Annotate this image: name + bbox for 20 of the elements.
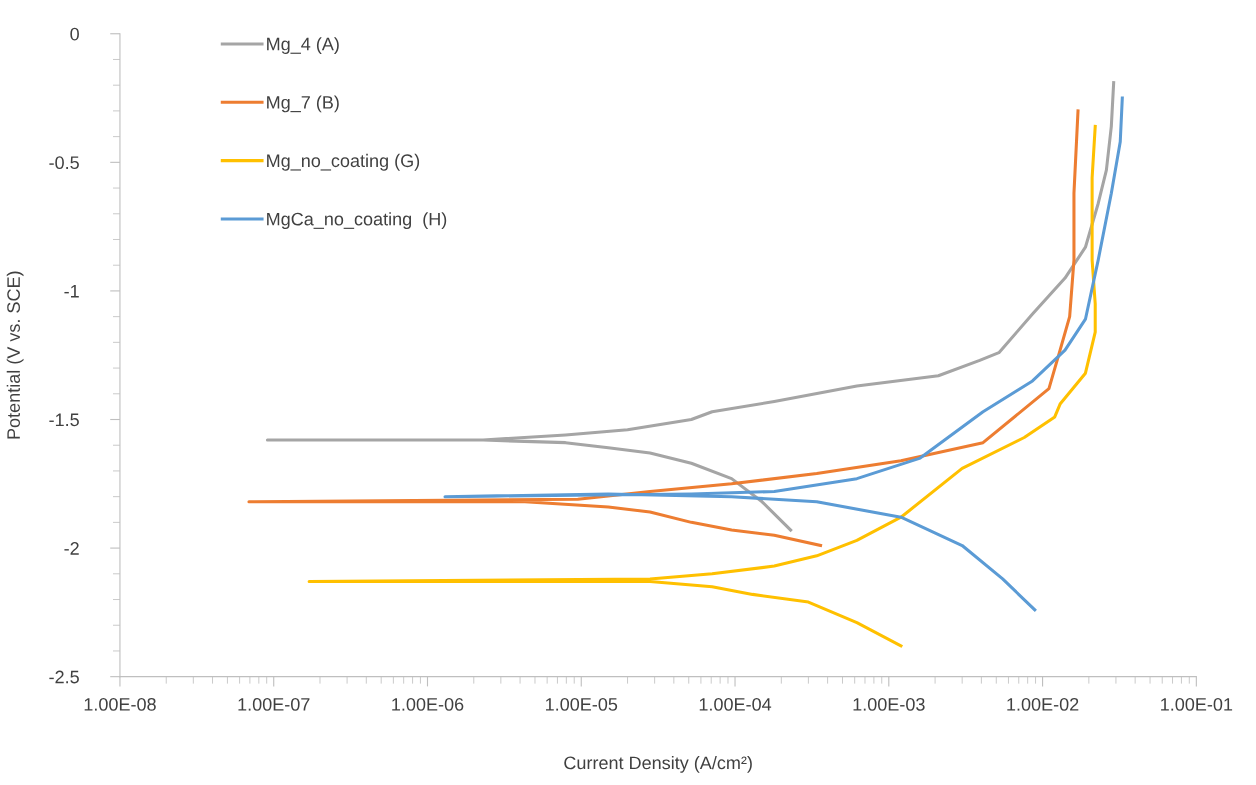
y-tick-label: -1 [64, 285, 79, 298]
x-tick-label: 1.00E-05 [546, 697, 618, 711]
x-tick-label: 1.00E-08 [84, 697, 156, 711]
x-tick-label: 1.00E-04 [699, 697, 772, 711]
legend-label: Mg_4 (A) [267, 37, 339, 54]
x-tick-label: 1.00E-07 [238, 697, 310, 711]
x-tick-label: 1.00E-06 [392, 697, 464, 711]
y-tick-label: -1.5 [49, 413, 79, 427]
legend-label: Mg_no_coating (G) [267, 153, 420, 171]
legend-label: MgCa_no_coating (H) [267, 212, 447, 230]
x-tick-label: 1.00E-01 [1161, 697, 1233, 711]
x-tick-label: 1.00E-02 [1007, 697, 1079, 711]
y-tick-label: -2.5 [49, 670, 79, 684]
y-tick-label: 0 [70, 27, 79, 41]
y-tick-label: -2 [64, 542, 79, 555]
x-axis-title: Current Density (A/cm²) [564, 756, 752, 773]
x-tick-label: 1.00E-03 [853, 697, 925, 711]
y-axis-title: Potential (V vs. SCE) [6, 271, 24, 439]
y-tick-label: -0.5 [49, 156, 79, 170]
legend-label: Mg_7 (B) [267, 95, 339, 113]
